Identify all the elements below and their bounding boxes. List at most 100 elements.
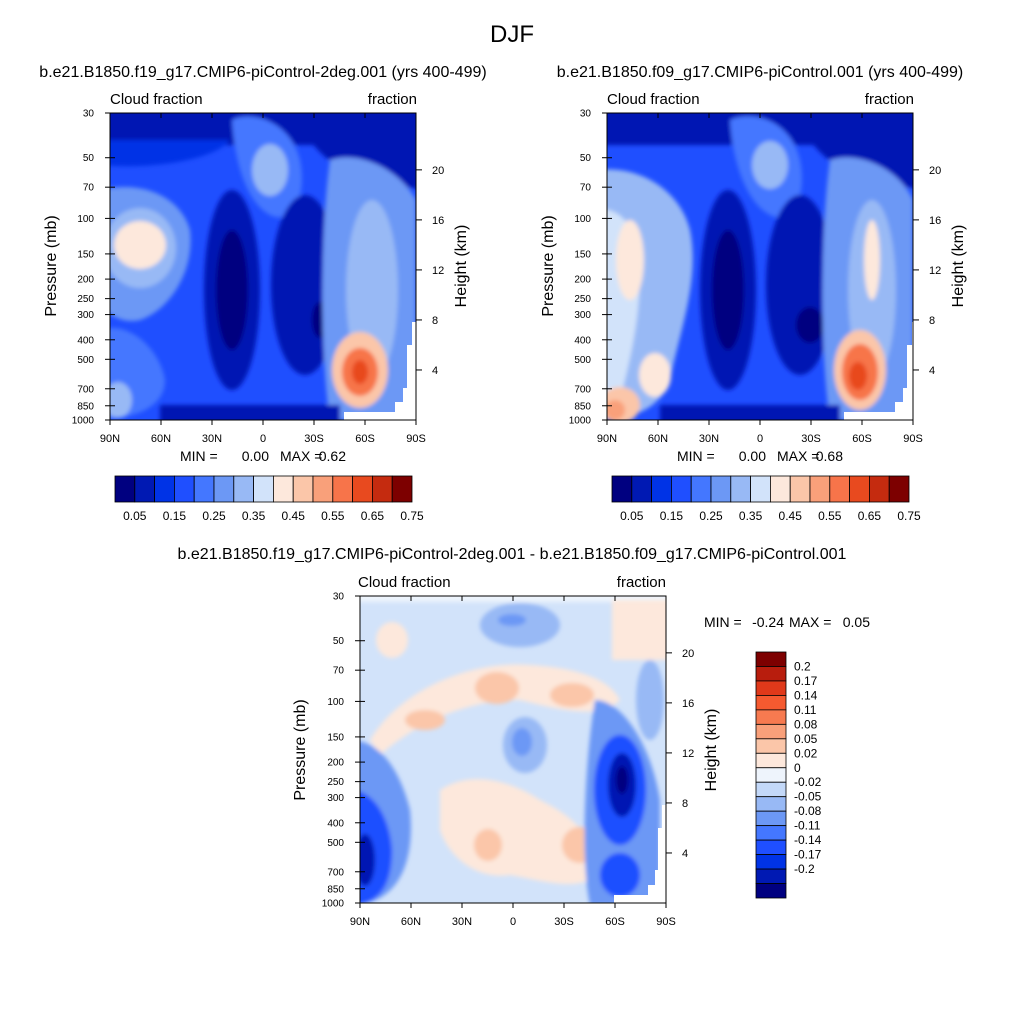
colorbar-label: 0.08 (794, 717, 818, 731)
pressure-tick-label: 70 (580, 183, 592, 194)
colorbar-label: 0.15 (163, 509, 187, 523)
colorbar-swatch (888, 475, 910, 503)
panel-2-x-ticks: 90N 60N 30N 0 30S 60S 90S (597, 113, 923, 445)
height-tick-label: 4 (929, 365, 935, 377)
latitude-tick-label: 30S (554, 916, 574, 928)
panel-3-max-value: 0.05 (843, 614, 870, 630)
panel-1-colorbar: 0.05 0.15 0.25 0.35 0.45 0.55 0.65 0.75 (114, 475, 424, 523)
panel-1-south-low-peak (352, 360, 368, 384)
pressure-tick-label: 850 (327, 884, 344, 895)
panel-1-tropical-anvil-core (252, 144, 288, 196)
pressure-tick-label: 250 (574, 294, 591, 305)
colorbar-swatch (755, 839, 787, 855)
height-tick-label: 20 (929, 165, 941, 177)
panel-3: b.e21.B1850.f19_g17.CMIP6-piControl-2deg… (178, 546, 871, 928)
colorbar-label: -0.11 (794, 819, 821, 833)
colorbar-swatch (193, 475, 215, 503)
colorbar-swatch (755, 666, 787, 682)
latitude-tick-label: 60N (648, 433, 668, 445)
colorbar-label: 0.35 (242, 509, 266, 523)
colorbar-label: 0.55 (818, 509, 842, 523)
panel-2: b.e21.B1850.f09_g17.CMIP6-piControl.001 … (540, 64, 967, 523)
colorbar-swatch (755, 883, 787, 899)
pressure-tick-label: 200 (327, 758, 344, 769)
panel-1-north-mid-peak (114, 221, 166, 269)
colorbar-label: 0.25 (202, 509, 226, 523)
pressure-tick-label: 50 (83, 153, 95, 164)
colorbar-label: 0.11 (794, 703, 817, 717)
pressure-tick-label: 100 (574, 214, 591, 225)
panel-3-top-blue (480, 603, 560, 647)
colorbar-swatch (233, 475, 255, 503)
height-tick-label: 16 (432, 215, 444, 227)
pressure-tick-label: 400 (327, 818, 344, 829)
colorbar-swatch (755, 781, 787, 798)
pressure-tick-label: 300 (77, 310, 94, 321)
panel-2-left-label: Cloud fraction (607, 91, 700, 108)
latitude-tick-label: 60S (605, 916, 625, 928)
colorbar-swatch (312, 475, 334, 503)
height-tick-label: 8 (682, 798, 688, 810)
colorbar-label: -0.2 (794, 862, 815, 876)
panel-3-top-left-warm (376, 622, 408, 658)
colorbar-swatch (391, 475, 413, 503)
panel-2-south-upper (864, 220, 880, 300)
colorbar-swatch (809, 475, 831, 503)
panel-2-max-value: 0.68 (816, 448, 843, 464)
panel-2-north-mid-peak (616, 220, 644, 300)
latitude-tick-label: 0 (510, 916, 516, 928)
panel-2-y2label: Height (km) (950, 225, 967, 308)
colorbar-swatch (352, 475, 373, 503)
latitude-tick-label: 0 (757, 433, 763, 445)
colorbar-label: -0.08 (794, 804, 822, 818)
panel-1-north-low-light (110, 382, 132, 418)
panel-1-y2label: Height (km) (453, 225, 470, 308)
pressure-tick-label: 100 (77, 214, 94, 225)
height-tick-label: 16 (929, 215, 941, 227)
latitude-tick-label: 30N (452, 916, 472, 928)
colorbar-swatch (755, 709, 787, 725)
latitude-tick-label: 60N (401, 916, 421, 928)
panel-3-y-ticks: 30 50 70 100 150 200 250 300 400 500 700 850 1000 (322, 592, 365, 910)
pressure-tick-label: 150 (574, 249, 591, 260)
colorbar-label: 0.05 (123, 509, 147, 523)
panel-2-min-value: 0.00 (739, 448, 766, 464)
colorbar-swatch (631, 475, 652, 503)
panel-1-y-ticks: 30 50 70 100 150 200 250 300 400 500 700 850 1000 (72, 109, 115, 427)
colorbar-swatch (755, 767, 787, 783)
colorbar-swatch (332, 475, 353, 503)
colorbar-label: 0.35 (739, 509, 763, 523)
colorbar-swatch (154, 475, 175, 503)
colorbar-swatch (272, 475, 294, 503)
panel-1-left-label: Cloud fraction (110, 91, 203, 108)
latitude-tick-label: 90N (100, 433, 120, 445)
panel-1-surface-band (160, 405, 340, 420)
panel-3-lower-warm-1 (474, 829, 502, 861)
colorbar-swatch (134, 475, 156, 503)
height-tick-label: 20 (432, 165, 444, 177)
panel-1-dry-north-core (216, 230, 248, 350)
panel-1-max-value: 0.62 (319, 448, 346, 464)
panel-1-max-label: MAX = (280, 448, 322, 464)
pressure-tick-label: 850 (77, 401, 94, 412)
panel-3-x-ticks: 90N 60N 30N 0 30S 60S 90S (350, 596, 676, 928)
pressure-tick-label: 700 (327, 867, 344, 878)
latitude-tick-label: 30N (202, 433, 222, 445)
panel-3-upper-warm-1 (475, 672, 519, 704)
pressure-tick-label: 1000 (569, 416, 592, 427)
latitude-tick-label: 30S (801, 433, 821, 445)
panel-2-right-label: fraction (865, 91, 914, 108)
height-tick-label: 16 (682, 698, 694, 710)
figure-title: DJF (490, 21, 534, 48)
pressure-tick-label: 150 (77, 249, 94, 260)
pressure-tick-label: 250 (327, 777, 344, 788)
panel-3-plot-area (360, 596, 666, 903)
colorbar-swatch (789, 475, 811, 503)
panel-2-south-low-peak (849, 362, 867, 390)
panel-3-h-ticks: 20 16 12 8 4 (666, 648, 694, 860)
latitude-tick-label: 90N (350, 916, 370, 928)
colorbar-swatch (750, 475, 771, 503)
pressure-tick-label: 30 (333, 592, 345, 603)
colorbar-label: 0.05 (794, 732, 818, 746)
colorbar-swatch (755, 825, 787, 841)
